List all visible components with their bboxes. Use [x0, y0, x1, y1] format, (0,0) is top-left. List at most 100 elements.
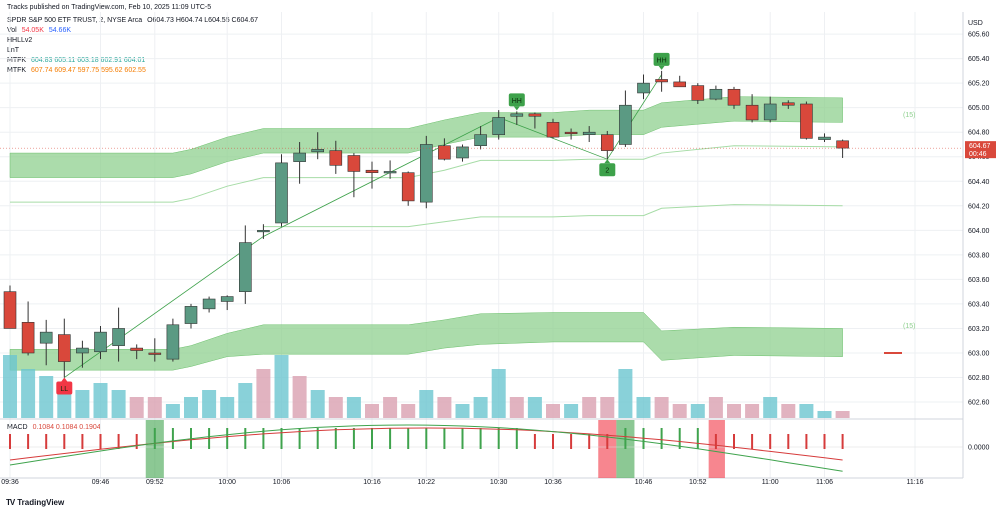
candle-27 [492, 110, 506, 140]
symbol-name: SPDR S&P 500 ETF TRUST, 2, NYSE Arca [7, 17, 143, 24]
indicator-lnt[interactable]: LnT [7, 46, 22, 55]
candle-body-43 [781, 102, 795, 106]
volume-bar-20 [365, 404, 379, 418]
candle-body-24 [438, 145, 451, 160]
symbol-legend: SPDR S&P 500 ETF TRUST, 2, NYSE Arca O60… [7, 16, 261, 25]
volume-bar-14 [256, 369, 271, 418]
volume-bar-30 [546, 404, 560, 418]
pivot-label-0: LL [56, 377, 73, 395]
candle-body-2 [39, 331, 53, 344]
volume-bar-12 [220, 397, 235, 418]
volume-bar-22 [401, 404, 416, 418]
tradingview-logo-icon: TV [6, 498, 15, 507]
candle-body-22 [401, 172, 415, 202]
mtfk2-label: MTFK [7, 67, 27, 74]
volume-bar-24 [437, 397, 452, 418]
candle-body-19 [347, 155, 361, 172]
volume-bar-7 [129, 397, 144, 418]
volume-legend[interactable]: Vol 54.05K 54.66K [7, 26, 74, 35]
published-line: Tracks published on TradingView.com, Feb… [7, 4, 212, 11]
candle-16 [293, 142, 306, 184]
price-tick-label-8: 604.20 [968, 203, 990, 210]
candle-body-6 [112, 328, 125, 346]
price-tick-label-2: 603.00 [968, 350, 990, 357]
last-price-value: 604.67 [969, 143, 991, 150]
candle-22 [401, 171, 415, 206]
indicator-hhll[interactable]: HHLLv2 [7, 36, 35, 45]
candle-body-39 [709, 88, 723, 100]
candle-body-38 [691, 85, 705, 101]
price-tick-label-12: 605.00 [968, 105, 990, 112]
volume-bar-2 [39, 376, 54, 418]
candle-43 [781, 100, 795, 109]
candle-20 [365, 161, 379, 189]
ohlc-values: O604.73 H604.74 L604.55 C604.67 [147, 17, 259, 24]
candle-body-5 [94, 331, 107, 353]
time-tick-label-3: 10:00 [218, 479, 236, 486]
candle-body-45 [818, 136, 831, 140]
volume-bar-31 [564, 404, 579, 418]
volume-bar-17 [310, 390, 325, 418]
time-tick-label-12: 11:06 [816, 479, 833, 486]
pivot-label-pointer-2 [604, 159, 611, 164]
volume-bar-41 [745, 404, 760, 418]
candle-44 [800, 101, 813, 140]
candle-32 [582, 126, 596, 143]
volume-bar-5 [93, 383, 108, 418]
candle-38 [691, 83, 705, 104]
candle-body-26 [474, 134, 487, 146]
candle-13 [239, 225, 252, 304]
candle-body-37 [673, 81, 687, 88]
volume-bar-8 [147, 397, 162, 418]
indicator-mtfk-2[interactable]: MTFK 607.74 609.47 597.75 595.62 602.55 [7, 66, 149, 75]
volume-bar-18 [328, 397, 343, 418]
price-tick-label-3: 603.20 [968, 326, 990, 333]
candle-3 [57, 318, 71, 378]
volume-bar-15 [274, 355, 289, 418]
candle-2 [39, 319, 53, 366]
candle-body-10 [184, 306, 198, 324]
candle-body-21 [383, 171, 397, 174]
candle-body-30 [546, 122, 560, 138]
candle-5 [94, 326, 107, 360]
candle-24 [438, 138, 451, 161]
candle-19 [347, 153, 361, 198]
volume-bar-27 [491, 369, 506, 418]
volume-bar-45 [817, 411, 832, 418]
pivot-label-3: HH [653, 52, 670, 70]
macd-line [9, 424, 843, 472]
candle-body-4 [76, 347, 89, 354]
currency-label: USD [968, 20, 983, 27]
vol-label: Vol [7, 27, 17, 34]
candle-body-0 [3, 291, 17, 329]
candle-11 [202, 296, 216, 313]
band-period-label-1: (15) [903, 323, 915, 330]
macd-legend[interactable]: MACD 0.1084 0.1084 0.1904 [7, 423, 104, 432]
volume-bar-40 [727, 404, 741, 418]
candle-body-32 [582, 131, 596, 135]
candle-body-7 [130, 347, 143, 351]
vol-value-b: 54.66K [48, 27, 72, 34]
tradingview-brand[interactable]: TV TradingView [6, 498, 64, 507]
candle-42 [763, 96, 777, 123]
time-tick-label-8: 10:36 [544, 479, 562, 486]
time-tick-label-10: 10:52 [689, 479, 707, 486]
volume-bar-38 [690, 404, 705, 418]
indicator-mtfk-1[interactable]: MTFK 604.83 605.11 603.18 602.91 604.01 [7, 56, 148, 65]
candle-8 [148, 338, 162, 362]
time-tick-label-5: 10:16 [363, 479, 381, 486]
candle-15 [275, 154, 288, 227]
candle-body-44 [800, 103, 813, 139]
candle-body-34 [619, 104, 632, 145]
candle-45 [818, 133, 831, 143]
volume-bar-9 [165, 404, 180, 418]
volume-bar-16 [292, 376, 307, 418]
bar-countdown: 00:46 [969, 151, 987, 158]
candle-body-1 [21, 322, 35, 354]
volume-bar-1 [21, 369, 36, 418]
pivot-label-text-2: 2 [605, 168, 609, 175]
pivot-label-1: HH [508, 93, 525, 111]
candle-1 [21, 301, 35, 356]
candle-body-11 [202, 298, 216, 310]
